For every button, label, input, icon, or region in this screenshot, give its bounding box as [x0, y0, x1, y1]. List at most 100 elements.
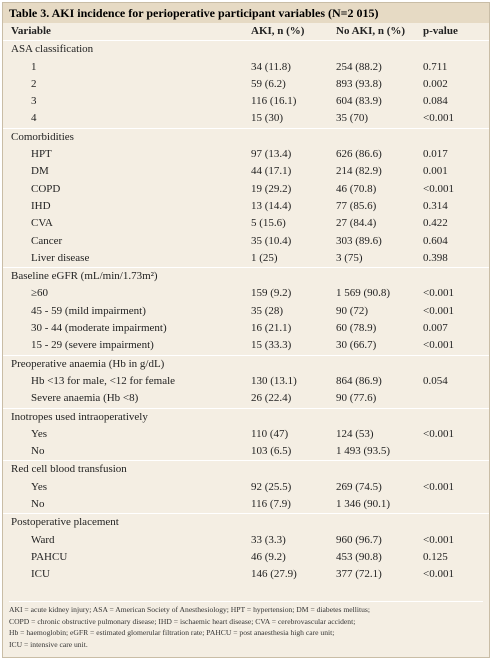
data-row: No 103 (6.5) 1 493 (93.5): [3, 443, 489, 460]
cell: 453 (90.8): [336, 550, 382, 563]
cell: 35 (28): [251, 304, 284, 317]
data-row: 45 - 59 (mild impairment) 35 (28) 90 (72) <…: [3, 303, 489, 320]
data-row: 3 116 (16.1) 604 (83.9) 0.084: [3, 93, 489, 110]
cell: 0.017: [423, 148, 448, 161]
cell: Yes: [31, 427, 48, 440]
group-label: Postoperative placement: [11, 516, 119, 529]
header-row: Variable AKI, n (%) No AKI, n (%) p-value: [3, 23, 489, 42]
group-label: Baseline eGFR (mL/min/1.73m²): [11, 270, 158, 283]
cell: 45 - 59 (mild impairment): [31, 304, 146, 317]
cell: 4: [31, 112, 37, 125]
cell: 110 (47): [251, 427, 289, 440]
cell: 77 (85.6): [336, 199, 377, 212]
footnote: AKI = acute kidney injury; ASA = America…: [9, 601, 483, 650]
cell: 26 (22.4): [251, 392, 292, 405]
group-row: Preoperative anaemia (Hb in g/dL): [3, 354, 489, 373]
group-row: Comorbidities: [3, 127, 489, 146]
cell: Ward: [31, 533, 55, 546]
cell: 0.002: [423, 77, 448, 90]
data-row: Hb <13 for male, <12 for female 130 (13.1…: [3, 373, 489, 390]
cell: 130 (13.1): [251, 374, 297, 387]
cell: ≥60: [31, 287, 49, 300]
cell: 626 (86.6): [336, 148, 382, 161]
footnote-line: ICU = intensive care unit.: [9, 639, 88, 649]
data-row: 1 34 (11.8) 254 (88.2) 0.711: [3, 59, 489, 76]
data-row: DM 44 (17.1) 214 (82.9) 0.001: [3, 163, 489, 180]
cell: 13 (14.4): [251, 199, 292, 212]
cell: 90 (72): [336, 304, 369, 317]
table: Variable AKI, n (%) No AKI, n (%) p-value AS…: [3, 23, 489, 584]
cell: 5 (15.6): [251, 217, 286, 230]
cell: 90 (77.6): [336, 392, 377, 405]
group-row: Postoperative placement: [3, 513, 489, 531]
cell: 0.711: [423, 60, 448, 73]
table-title: Table 3. AKI incidence for perioperative…: [3, 3, 489, 23]
cell: 97 (13.4): [251, 148, 292, 161]
cell: 15 (30): [251, 112, 284, 125]
data-row: IHD 13 (14.4) 77 (85.6) 0.314: [3, 198, 489, 215]
cell: DM: [31, 165, 49, 178]
group-label: Comorbidities: [11, 130, 74, 143]
cell: ICU: [31, 568, 50, 581]
cell: 59 (6.2): [251, 77, 286, 90]
group-label: Preoperative anaemia (Hb in g/dL): [11, 357, 165, 370]
cell: IHD: [31, 199, 51, 212]
cell: 1 346 (90.1): [336, 498, 391, 511]
cell: 3 (75): [336, 251, 363, 264]
data-row: Yes 92 (25.5) 269 (74.5) <0.001: [3, 479, 489, 496]
cell: 893 (93.8): [336, 77, 382, 90]
data-row: CVA 5 (15.6) 27 (84.4) 0.422: [3, 215, 489, 232]
cell: 46 (70.8): [336, 182, 377, 195]
cell: Liver disease: [31, 251, 90, 264]
cell: 0.422: [423, 217, 448, 230]
cell: PAHCU: [31, 550, 68, 563]
data-row: HPT 97 (13.4) 626 (86.6) 0.017: [3, 146, 489, 163]
cell: 15 (33.3): [251, 339, 292, 352]
data-row: Yes 110 (47) 124 (53) <0.001: [3, 426, 489, 443]
cell: 16 (21.1): [251, 322, 292, 335]
cell: 34 (11.8): [251, 60, 291, 73]
cell: 159 (9.2): [251, 287, 292, 300]
data-row: 30 - 44 (moderate impairment) 16 (21.1) 60…: [3, 320, 489, 337]
cell: 0.398: [423, 251, 448, 264]
cell: 35 (10.4): [251, 234, 292, 247]
group-label: Inotropes used intraoperatively: [11, 410, 148, 423]
cell: 0.604: [423, 234, 448, 247]
cell: 303 (89.6): [336, 234, 382, 247]
group-label: ASA classification: [11, 43, 94, 56]
footnote-line: COPD = chronic obstructive pulmonary dis…: [9, 616, 356, 626]
cell: 0.001: [423, 165, 448, 178]
cell: 33 (3.3): [251, 533, 286, 546]
header-cell: AKI, n (%): [251, 25, 305, 37]
cell: 0.314: [423, 199, 448, 212]
data-row: 15 - 29 (severe impairment) 15 (33.3) 30 (…: [3, 337, 489, 354]
data-row: Liver disease 1 (25) 3 (75) 0.398: [3, 250, 489, 267]
cell: Yes: [31, 480, 48, 493]
cell: <0.001: [423, 427, 454, 440]
group-row: Red cell blood transfusion: [3, 460, 489, 478]
cell: 46 (9.2): [251, 550, 286, 563]
cell: 15 - 29 (severe impairment): [31, 339, 154, 352]
cell: <0.001: [423, 304, 454, 317]
data-row: Cancer 35 (10.4) 303 (89.6) 0.604: [3, 233, 489, 250]
cell: 1 569 (90.8): [336, 287, 391, 300]
cell: 604 (83.9): [336, 95, 382, 108]
cell: 0.054: [423, 374, 448, 387]
cell: <0.001: [423, 182, 454, 195]
data-row: PAHCU 46 (9.2) 453 (90.8) 0.125: [3, 549, 489, 566]
cell: 1: [31, 60, 37, 73]
cell: 19 (29.2): [251, 182, 292, 195]
cell: No: [31, 445, 45, 458]
data-row: COPD 19 (29.2) 46 (70.8) <0.001: [3, 181, 489, 198]
cell: 60 (78.9): [336, 322, 377, 335]
cell: 2: [31, 77, 37, 90]
cell: 377 (72.1): [336, 568, 382, 581]
cell: 44 (17.1): [251, 165, 292, 178]
cell: 146 (27.9): [251, 568, 297, 581]
cell: 103 (6.5): [251, 445, 292, 458]
group-label: Red cell blood transfusion: [11, 463, 127, 476]
cell: Cancer: [31, 234, 63, 247]
cell: <0.001: [423, 287, 454, 300]
cell: <0.001: [423, 112, 454, 125]
